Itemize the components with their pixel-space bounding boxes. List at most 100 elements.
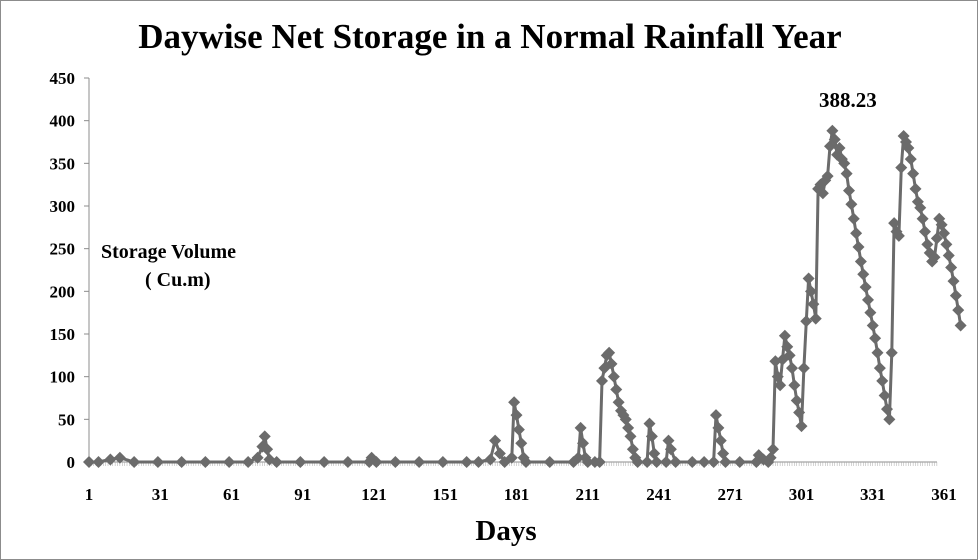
data-point	[686, 456, 699, 468]
data-point	[610, 383, 623, 396]
data-point	[574, 421, 587, 434]
chart-title: Daywise Net Storage in a Normal Rainfall…	[138, 17, 842, 56]
data-point	[612, 396, 625, 409]
data-point	[821, 170, 834, 183]
data-point	[916, 212, 929, 225]
data-point	[833, 141, 846, 154]
data-point	[318, 456, 331, 468]
data-point	[619, 413, 632, 426]
y-axis-label-line2: ( Cu.m)	[145, 269, 211, 291]
data-point	[862, 293, 874, 306]
peak-annotation: 388.23	[819, 88, 877, 112]
x-tick-label: 241	[646, 485, 672, 504]
data-point	[505, 451, 518, 464]
data-point	[805, 285, 817, 298]
data-point	[572, 451, 585, 464]
data-point	[717, 447, 730, 460]
data-point	[952, 304, 965, 317]
data-point	[413, 456, 426, 468]
x-tick-label: 181	[504, 485, 530, 504]
data-point	[151, 456, 164, 468]
data-point	[223, 456, 236, 468]
data-point	[878, 389, 891, 402]
data-point	[826, 124, 839, 137]
data-point	[807, 298, 820, 311]
x-tick-label: 151	[433, 485, 459, 504]
x-tick-label: 271	[718, 485, 744, 504]
data-point	[793, 406, 806, 419]
data-point	[543, 456, 556, 468]
data-point	[795, 420, 808, 433]
data-point	[92, 456, 105, 468]
data-point	[508, 396, 521, 409]
data-point	[707, 456, 720, 468]
data-point	[892, 229, 905, 242]
data-point	[660, 456, 673, 468]
data-point	[472, 456, 485, 468]
data-point	[914, 201, 927, 214]
data-point	[767, 443, 779, 456]
x-tick-label: 91	[294, 485, 311, 504]
y-tick-label: 0	[67, 453, 76, 472]
data-point	[904, 153, 917, 166]
data-point	[128, 456, 141, 468]
data-point	[626, 443, 639, 456]
data-point	[909, 182, 922, 195]
data-point	[940, 238, 953, 251]
data-point	[895, 161, 908, 174]
data-point	[712, 421, 725, 434]
data-point	[294, 456, 307, 468]
data-point	[460, 456, 473, 468]
x-tick-label: 1	[85, 485, 94, 504]
data-point	[605, 357, 618, 370]
data-point	[764, 451, 777, 464]
data-point	[786, 362, 798, 375]
data-point	[902, 141, 915, 154]
y-tick-label: 350	[50, 154, 76, 173]
x-tick-label: 61	[223, 485, 240, 504]
data-point	[631, 456, 644, 468]
x-tick-label: 361	[931, 485, 957, 504]
data-point	[698, 456, 711, 468]
data-point	[947, 275, 960, 288]
data-point	[871, 346, 884, 359]
data-point	[370, 456, 383, 468]
data-point	[809, 312, 822, 325]
data-point	[854, 255, 867, 268]
data-point	[845, 198, 858, 211]
data-point	[603, 346, 616, 359]
data-point	[436, 456, 449, 468]
data-point	[828, 133, 841, 146]
data-point	[643, 417, 656, 430]
data-point	[885, 346, 898, 359]
x-tick-label: 301	[789, 485, 815, 504]
x-tick-label: 331	[860, 485, 886, 504]
data-point	[788, 379, 801, 392]
data-point	[864, 306, 877, 319]
data-point	[175, 456, 188, 468]
data-point	[774, 379, 787, 392]
data-point	[515, 437, 528, 450]
data-point	[850, 227, 863, 240]
y-tick-label: 250	[50, 240, 76, 259]
data-point	[645, 430, 658, 443]
data-point	[843, 184, 855, 197]
y-axis-label: Storage Volume ( Cu.m)	[101, 238, 271, 294]
data-point	[919, 225, 931, 238]
data-point	[389, 456, 402, 468]
data-point	[719, 456, 732, 468]
data-point	[258, 430, 271, 443]
data-point	[840, 167, 853, 180]
y-axis-label-line1: Storage Volume	[101, 241, 236, 263]
data-point	[650, 456, 663, 468]
data-point	[593, 456, 606, 468]
data-point	[641, 456, 654, 468]
data-point	[888, 217, 901, 230]
data-point	[624, 430, 637, 443]
data-point	[648, 447, 661, 460]
data-point	[783, 349, 796, 362]
data-point	[104, 453, 117, 466]
data-point	[669, 456, 682, 468]
